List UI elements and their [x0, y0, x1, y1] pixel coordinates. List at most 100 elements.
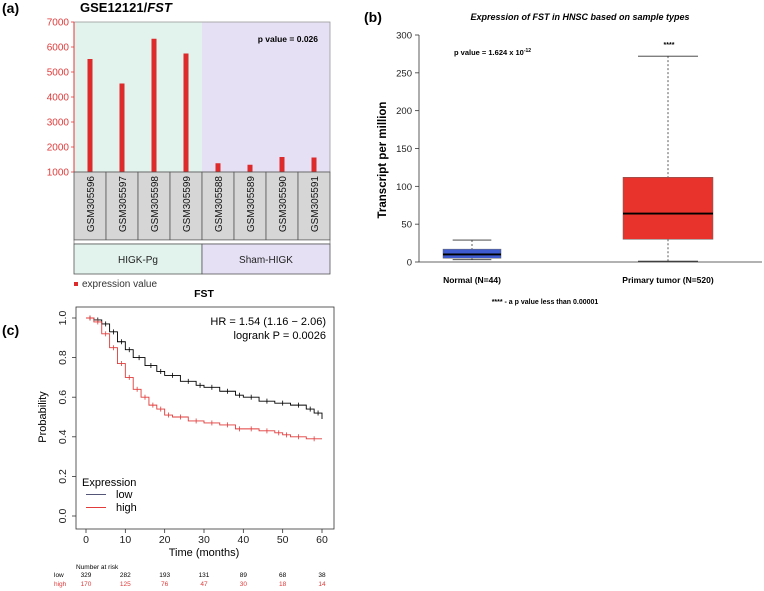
bar-group-labels: HIGK-Pg Sham-HIGK — [73, 243, 331, 275]
category-cell — [73, 171, 107, 241]
bar-GSM305597 — [119, 83, 125, 172]
bar-GSM305599 — [183, 53, 189, 172]
box-y-tick-label: 0 — [407, 258, 412, 269]
km-plot-frame — [75, 306, 335, 530]
category-label: GSM305599 — [182, 176, 193, 233]
group-cell — [201, 243, 331, 275]
risk-table-title: Number at risk — [76, 564, 119, 571]
panel-b: (b) Expression of FST in HNSC based on s… — [364, 9, 762, 306]
panel-c-label: (c) — [2, 322, 19, 338]
km-curves — [86, 315, 323, 442]
box-footnote: **** - a p value less than 0.00001 — [492, 299, 599, 306]
risk-value: 193 — [159, 572, 170, 579]
km-legend-title: Expression — [82, 477, 136, 489]
category-label: GSM305597 — [118, 176, 129, 233]
risk-value: 30 — [240, 581, 248, 588]
box-significance: **** — [664, 42, 675, 49]
box-pvalue-exponent: -12 — [524, 48, 531, 54]
category-label: GSM305588 — [214, 176, 225, 233]
category-label: GSM305590 — [278, 176, 289, 233]
km-x-label: Time (months) — [169, 547, 240, 559]
category-spacer — [73, 239, 331, 245]
km-x-tick-label: 30 — [198, 534, 210, 546]
category-label: GSM305596 — [86, 176, 97, 233]
box-pvalue-text: p value = 1.624 x 10 — [454, 48, 524, 57]
box-y-tick-label: 150 — [396, 144, 412, 155]
sham-higk-background — [202, 22, 330, 172]
km-y-tick-label: 0.0 — [57, 509, 69, 524]
km-x-tick-label: 10 — [119, 534, 131, 546]
higk-pg-background — [74, 22, 202, 172]
risk-value: 18 — [279, 581, 287, 588]
box-y-tick-label: 250 — [396, 68, 412, 79]
risk-value: 282 — [120, 572, 131, 579]
category-label: GSM305591 — [310, 176, 321, 233]
bar-GSM305596 — [87, 59, 93, 172]
bar-GSM305591 — [311, 157, 317, 172]
km-logrank-text: logrank P = 0.0026 — [234, 330, 326, 342]
legend-label-high: high — [116, 502, 137, 514]
km-x-ticks: 0 10 20 30 40 50 60 — [83, 529, 328, 546]
bar-GSM305590 — [279, 157, 285, 172]
risk-value: 131 — [199, 572, 210, 579]
bar-y-tick-label: 6000 — [47, 43, 70, 54]
bar-pvalue: p value = 0.026 — [258, 34, 319, 44]
legend-expression-value: expression value — [82, 279, 157, 290]
km-curve-low — [86, 317, 323, 419]
km-y-label: Probability — [37, 391, 49, 443]
km-y-tick-label: 0.2 — [57, 469, 69, 484]
box-body — [622, 177, 714, 240]
risk-value: 170 — [81, 581, 92, 588]
risk-value: 125 — [120, 581, 131, 588]
group-label: Sham-HIGK — [239, 255, 293, 266]
legend-label-low: low — [116, 489, 133, 501]
box-title: Expression of FST in HNSC based on sampl… — [470, 12, 689, 22]
panel-a-title: GSE12121/FST — [80, 0, 173, 15]
category-cell — [265, 171, 299, 241]
bar-y-tick-label: 3000 — [47, 118, 70, 129]
bar-y-tick-label: 4000 — [47, 93, 70, 104]
box-pvalue: p value = 1.624 x 10-12 — [454, 48, 531, 57]
panel-a: (a) GSE12121/FST 1000 2000 3000 4000 5000 600… — [2, 0, 331, 300]
km-curve-high — [86, 317, 322, 440]
risk-value: 14 — [318, 581, 326, 588]
group-label: HIGK-Pg — [118, 255, 158, 266]
box-y-tick-label: 200 — [396, 106, 412, 117]
risk-row-label: high — [54, 581, 67, 588]
risk-table: low 329 282 193 131 89 68 38 high 170 125 76 47 30 18 1… — [54, 572, 326, 588]
bar-category-labels: GSM305596 GSM305597 GSM305598 GSM305599 GSM3… — [73, 171, 331, 245]
risk-value: 68 — [279, 572, 287, 579]
bar-y-tick-label: 1000 — [47, 168, 70, 179]
panel-a-label: (a) — [2, 0, 19, 16]
km-y-tick-label: 0.8 — [57, 350, 69, 365]
bar-x-label: FST — [194, 288, 214, 300]
bar-y-tick-label: 7000 — [47, 18, 70, 29]
bar-GSM305588 — [215, 163, 221, 172]
km-series-high — [86, 315, 322, 442]
category-cell — [297, 171, 331, 241]
bar-series — [87, 38, 317, 172]
group-cell — [73, 243, 203, 275]
km-x-tick-label: 60 — [316, 534, 328, 546]
box-1 — [622, 55, 714, 262]
box-y-tick-label: 50 — [401, 220, 412, 231]
km-y-ticks: 0.0 0.2 0.4 0.6 0.8 1.0 — [57, 311, 76, 524]
risk-value: 329 — [81, 572, 92, 579]
box-category-label: Primary tumor (N=520) — [622, 275, 714, 285]
risk-value: 76 — [161, 581, 169, 588]
bar-GSM305598 — [151, 38, 157, 172]
km-y-tick-label: 0.4 — [57, 429, 69, 444]
box-category-label: Normal (N=44) — [443, 275, 501, 285]
panel-a-title-gene: FST — [147, 0, 173, 15]
risk-value: 38 — [318, 572, 326, 579]
category-label: GSM305589 — [246, 176, 257, 233]
category-cell — [105, 171, 139, 241]
km-x-tick-label: 50 — [277, 534, 289, 546]
panel-c: (c) 0.0 0.2 0.4 0.6 0.8 1.0 0 10 20 30 40 50 60 Pro… — [2, 306, 335, 588]
bar-GSM305589 — [247, 164, 253, 172]
category-cell — [137, 171, 171, 241]
box-0 — [442, 239, 502, 261]
legend-swatch — [74, 282, 78, 286]
risk-value: 47 — [200, 581, 208, 588]
